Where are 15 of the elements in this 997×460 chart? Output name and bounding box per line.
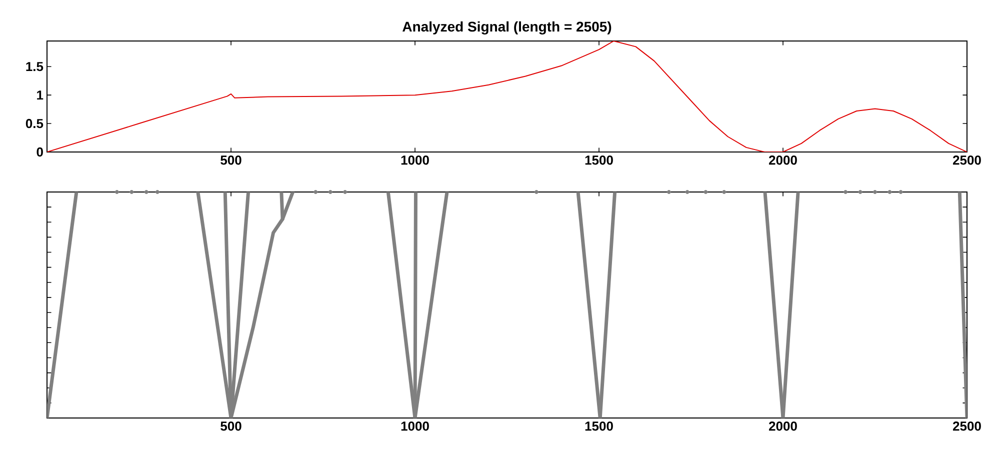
x-tick-label: 1500: [585, 156, 613, 165]
chart-title: Analyzed Signal (length = 2505): [402, 21, 612, 34]
x-tick-label: 1000: [401, 156, 429, 165]
y-tick-label: 0.5: [26, 118, 44, 128]
y-tick-label: 0: [36, 147, 43, 157]
y-tick-label: 1.5: [26, 62, 44, 72]
x-tick-label: 1500: [585, 422, 613, 431]
x-tick-label: 2500: [952, 422, 981, 431]
x-tick-label: 500: [220, 422, 242, 431]
y-tick-label: 1: [37, 90, 44, 100]
x-tick-label: 1000: [401, 422, 429, 431]
x-tick-label: 2500: [952, 156, 981, 165]
x-tick-label: 2000: [768, 156, 797, 165]
x-tick-label: 2000: [768, 422, 797, 431]
x-tick-label: 500: [220, 156, 242, 165]
